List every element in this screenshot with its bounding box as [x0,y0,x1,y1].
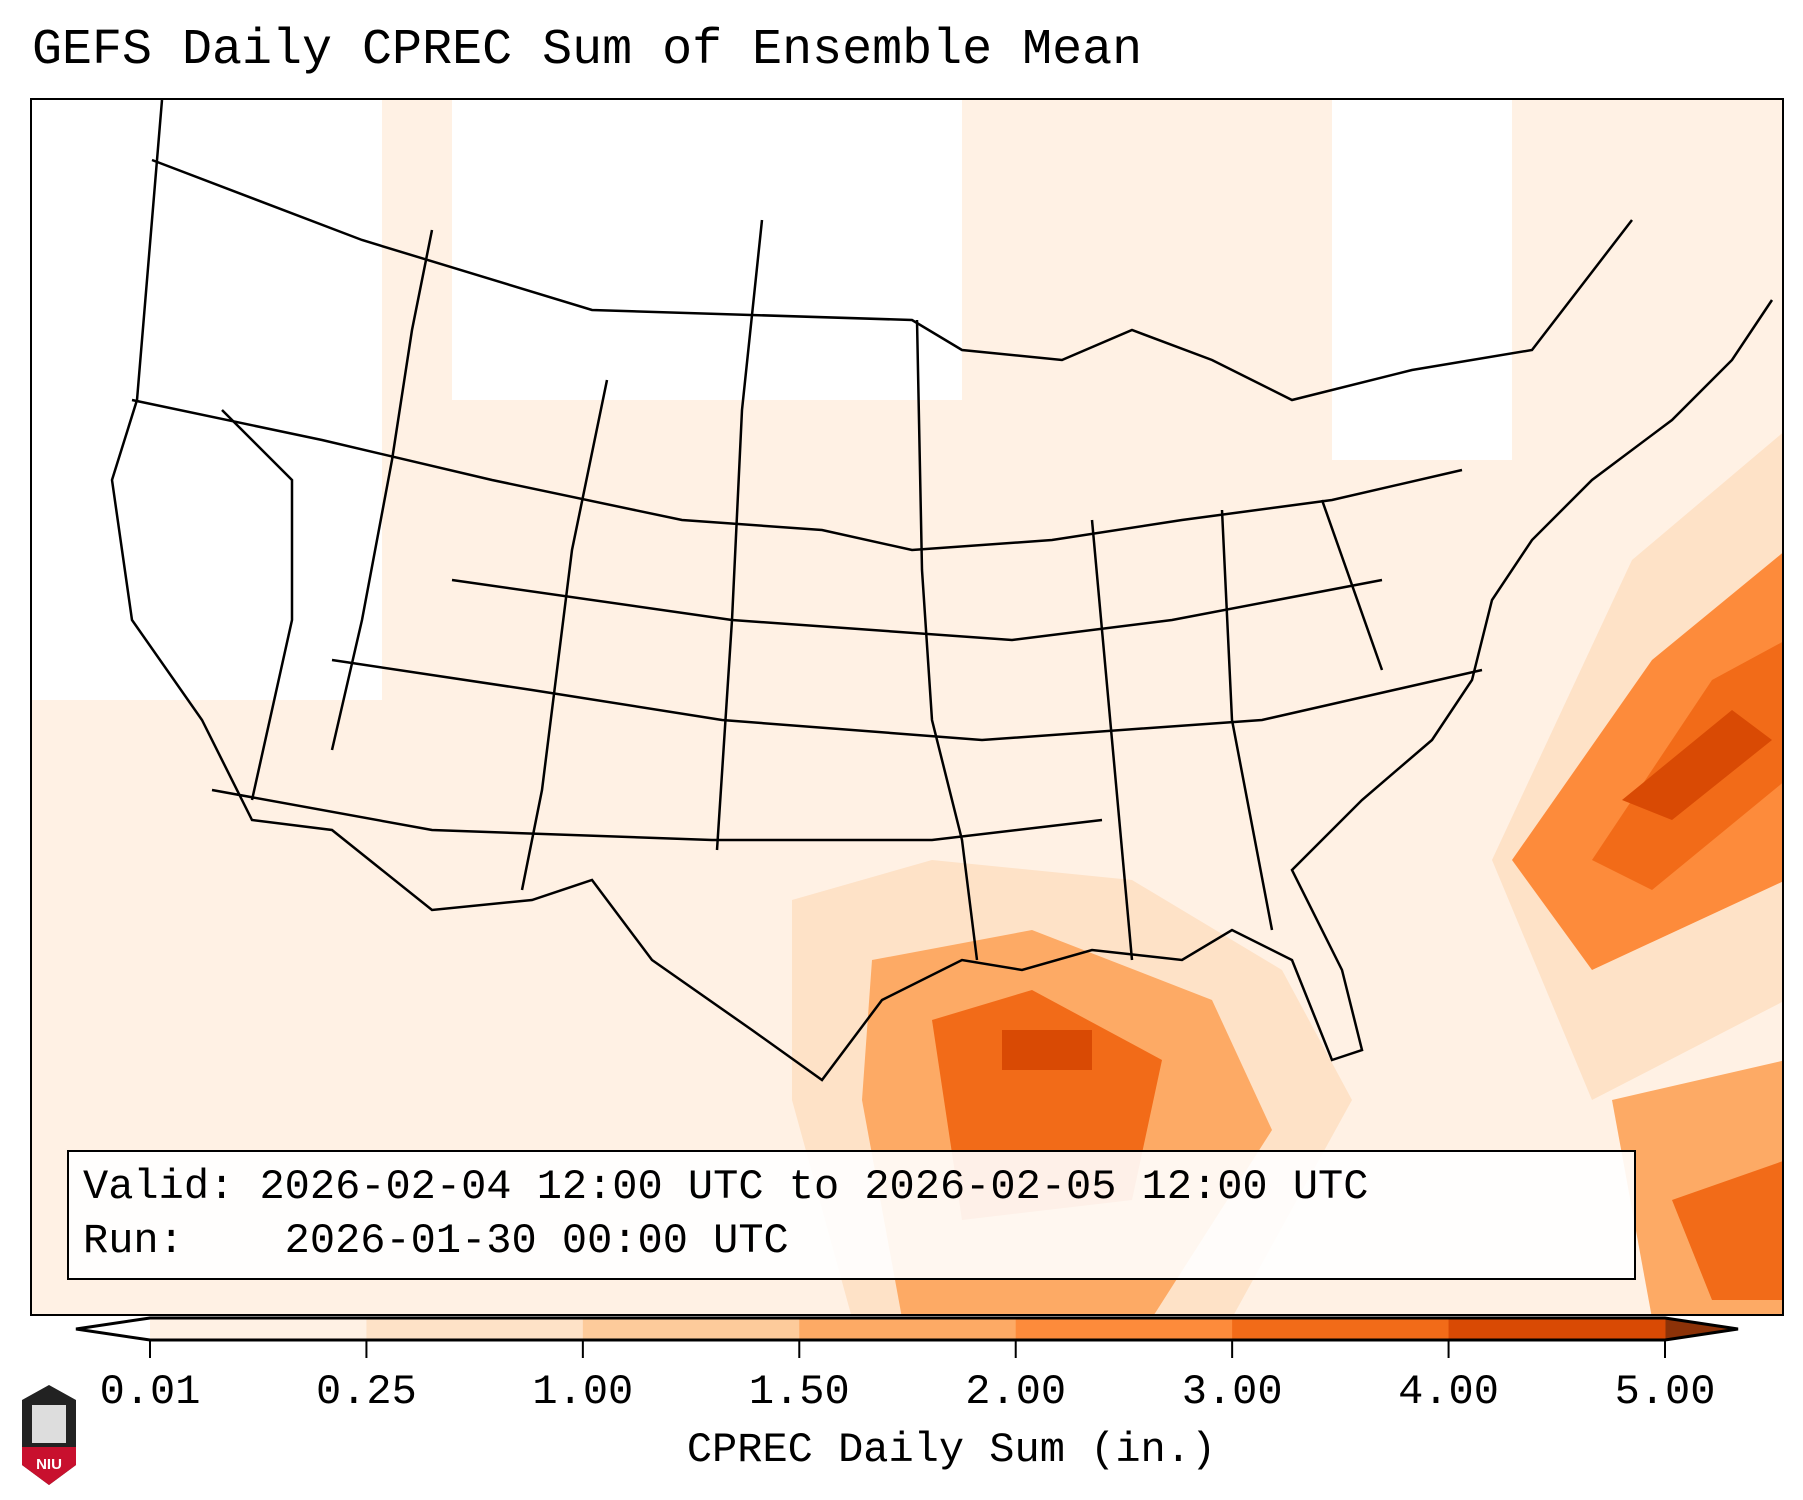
colorbar [0,1310,1803,1370]
map-panel [30,98,1784,1316]
precip-fills [32,100,1784,1316]
colorbar-tick-label: 0.01 [100,1368,201,1416]
dry-north [452,100,962,400]
run-value: 2026-01-30 00:00 UTC [285,1217,789,1265]
colorbar-tick-label: 1.00 [532,1368,633,1416]
colorbar-tick-label: 5.00 [1615,1368,1716,1416]
colorbar-extend-high [1665,1318,1738,1340]
colorbar-extend-low [76,1318,150,1340]
colorbar-tick-label: 4.00 [1398,1368,1499,1416]
valid-label: Valid: [83,1163,234,1211]
colorbar-bin [583,1318,800,1340]
svg-text:NIU: NIU [36,1456,62,1473]
colorbar-tick-label: 1.50 [749,1368,850,1416]
valid-value: 2026-02-04 12:00 UTC to 2026-02-05 12:00… [259,1163,1368,1211]
colorbar-tick-label: 3.00 [1182,1368,1283,1416]
gulf-400 [1002,1030,1092,1070]
run-label: Run: [83,1217,184,1265]
colorbar-tick-label: 0.25 [316,1368,417,1416]
colorbar-bin [150,1318,367,1340]
colorbar-tick-label: 2.00 [965,1368,1066,1416]
colorbar-bin [799,1318,1016,1340]
valid-time-box: Valid: 2026-02-04 12:00 UTC to 2026-02-0… [67,1150,1636,1280]
colorbar-bin [1449,1318,1666,1340]
precip-map [32,100,1784,1316]
dry-west [32,100,382,700]
colorbar-label: CPREC Daily Sum (in.) [0,1426,1803,1474]
niu-logo: NIU [20,1385,78,1485]
chart-title: GEFS Daily CPREC Sum of Ensemble Mean [32,22,1142,79]
colorbar-bin [1232,1318,1449,1340]
dry-northeast [1332,100,1512,460]
colorbar-bin [1016,1318,1233,1340]
colorbar-bin [366,1318,583,1340]
